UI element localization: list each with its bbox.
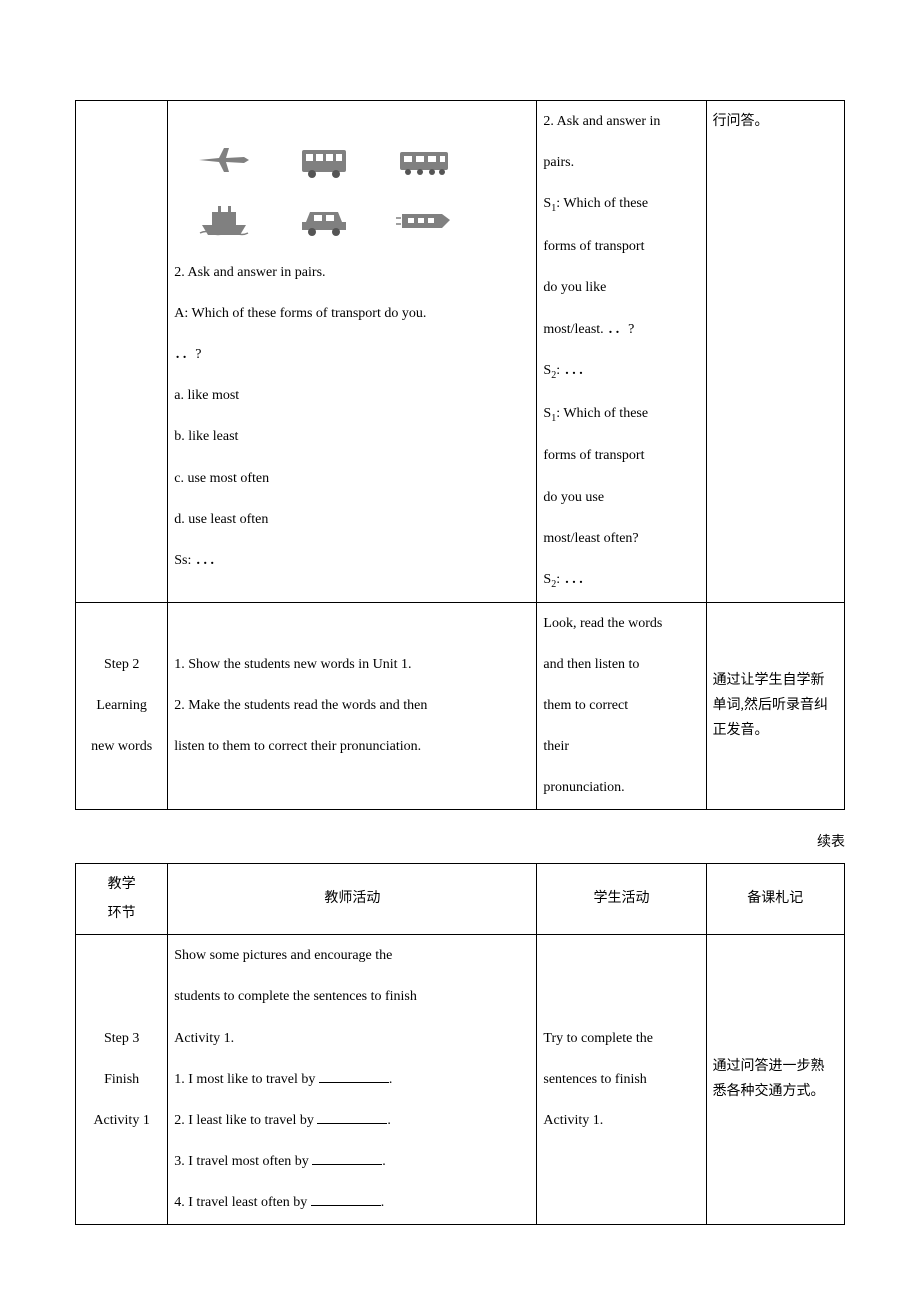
step-label: Learning xyxy=(82,693,161,718)
student-text: do you use xyxy=(543,485,699,510)
student-text: most/least. ．．? xyxy=(543,317,699,342)
note-cell: 通过让学生自学新单词,然后听录音纠正发音。 xyxy=(706,602,844,809)
header-cell: 教师活动 xyxy=(168,863,537,934)
teacher-text: d. use least often xyxy=(174,507,530,532)
student-text: S2: ．．． xyxy=(543,358,699,385)
teacher-text: b. like least xyxy=(174,424,530,449)
step-label: new words xyxy=(82,734,161,759)
student-text: S1: Which of these xyxy=(543,401,699,428)
bus-icon xyxy=(294,140,354,180)
ship-icon xyxy=(194,200,254,240)
continue-label: 续表 xyxy=(75,830,845,855)
teacher-text: A: Which of these forms of transport do … xyxy=(174,301,530,326)
blank-line xyxy=(317,1123,387,1124)
table-header-row: 教学 环节 教师活动 学生活动 备课札记 xyxy=(76,863,845,934)
header-cell: 教学 环节 xyxy=(76,863,168,934)
student-text: sentences to finish xyxy=(543,1067,699,1092)
step-label: Step 3 xyxy=(82,1026,161,1051)
step-cell: Step 3 Finish Activity 1 xyxy=(76,935,168,1224)
train-icon xyxy=(394,140,454,180)
teacher-activity-cell: 1. Show the students new words in Unit 1… xyxy=(168,602,537,809)
teacher-text: ．．? xyxy=(174,342,530,367)
step-label: Finish xyxy=(82,1067,161,1092)
step-cell xyxy=(76,101,168,603)
table-row: Step 2 Learning new words 1. Show the st… xyxy=(76,602,845,809)
student-text: pronunciation. xyxy=(543,775,699,800)
teacher-text: 2. Ask and answer in pairs. xyxy=(174,260,530,285)
student-text: them to correct xyxy=(543,693,699,718)
step-label: Step 2 xyxy=(82,652,161,677)
fast-train-icon xyxy=(394,200,454,240)
blank-line xyxy=(312,1164,382,1165)
student-text: forms of transport xyxy=(543,234,699,259)
teacher-text: students to complete the sentences to fi… xyxy=(174,984,530,1009)
teacher-text: listen to them to correct their pronunci… xyxy=(174,734,530,759)
table-row: 2. Ask and answer in pairs. A: Which of … xyxy=(76,101,845,603)
teacher-activity-cell: Show some pictures and encourage the stu… xyxy=(168,935,537,1224)
lesson-table-2: 教学 环节 教师活动 学生活动 备课札记 Step 3 Finish Activ… xyxy=(75,863,845,1225)
teacher-text: 3. I travel most often by . xyxy=(174,1149,530,1174)
student-text: Activity 1. xyxy=(543,1108,699,1133)
teacher-text: 2. I least like to travel by . xyxy=(174,1108,530,1133)
student-text: Try to complete the xyxy=(543,1026,699,1051)
teacher-text: Show some pictures and encourage the xyxy=(174,943,530,968)
student-text: forms of transport xyxy=(543,443,699,468)
teacher-text: 2. Make the students read the words and … xyxy=(174,693,530,718)
student-text: their xyxy=(543,734,699,759)
student-text: S1: Which of these xyxy=(543,191,699,218)
teacher-text: 1. I most like to travel by . xyxy=(174,1067,530,1092)
blank-line xyxy=(319,1082,389,1083)
note-cell: 通过问答进一步熟悉各种交通方式。 xyxy=(706,935,844,1224)
note-text: 通过让学生自学新单词,然后听录音纠正发音。 xyxy=(713,673,829,738)
teacher-text: Activity 1. xyxy=(174,1026,530,1051)
student-activity-cell: 2. Ask and answer in pairs. S1: Which of… xyxy=(537,101,706,603)
note-text: 通过问答进一步熟悉各种交通方式。 xyxy=(713,1059,825,1099)
student-text: do you like xyxy=(543,275,699,300)
step-label: Activity 1 xyxy=(82,1108,161,1133)
header-cell: 学生活动 xyxy=(537,863,706,934)
step-cell: Step 2 Learning new words xyxy=(76,602,168,809)
teacher-text: 4. I travel least often by . xyxy=(174,1190,530,1215)
student-activity-cell: Try to complete the sentences to finish … xyxy=(537,935,706,1224)
teacher-activity-cell: 2. Ask and answer in pairs. A: Which of … xyxy=(168,101,537,603)
student-text: and then listen to xyxy=(543,652,699,677)
teacher-text: c. use most often xyxy=(174,466,530,491)
student-text: pairs. xyxy=(543,150,699,175)
student-text: Look, read the words xyxy=(543,611,699,636)
header-cell: 备课札记 xyxy=(706,863,844,934)
teacher-text: a. like most xyxy=(174,383,530,408)
blank-line xyxy=(311,1205,381,1206)
student-text: most/least often? xyxy=(543,526,699,551)
student-activity-cell: Look, read the words and then listen to … xyxy=(537,602,706,809)
teacher-text: Ss: ．．． xyxy=(174,548,530,573)
note-text: 行问答。 xyxy=(713,114,769,129)
note-cell: 行问答。 xyxy=(706,101,844,603)
teacher-text: 1. Show the students new words in Unit 1… xyxy=(174,652,530,677)
transport-icons-container xyxy=(194,140,510,240)
student-text: 2. Ask and answer in xyxy=(543,109,699,134)
student-text: S2: ．．． xyxy=(543,567,699,594)
airplane-icon xyxy=(194,140,254,180)
table-row: Step 3 Finish Activity 1 Show some pictu… xyxy=(76,935,845,1224)
lesson-table-1: 2. Ask and answer in pairs. A: Which of … xyxy=(75,100,845,810)
car-icon xyxy=(294,200,354,240)
